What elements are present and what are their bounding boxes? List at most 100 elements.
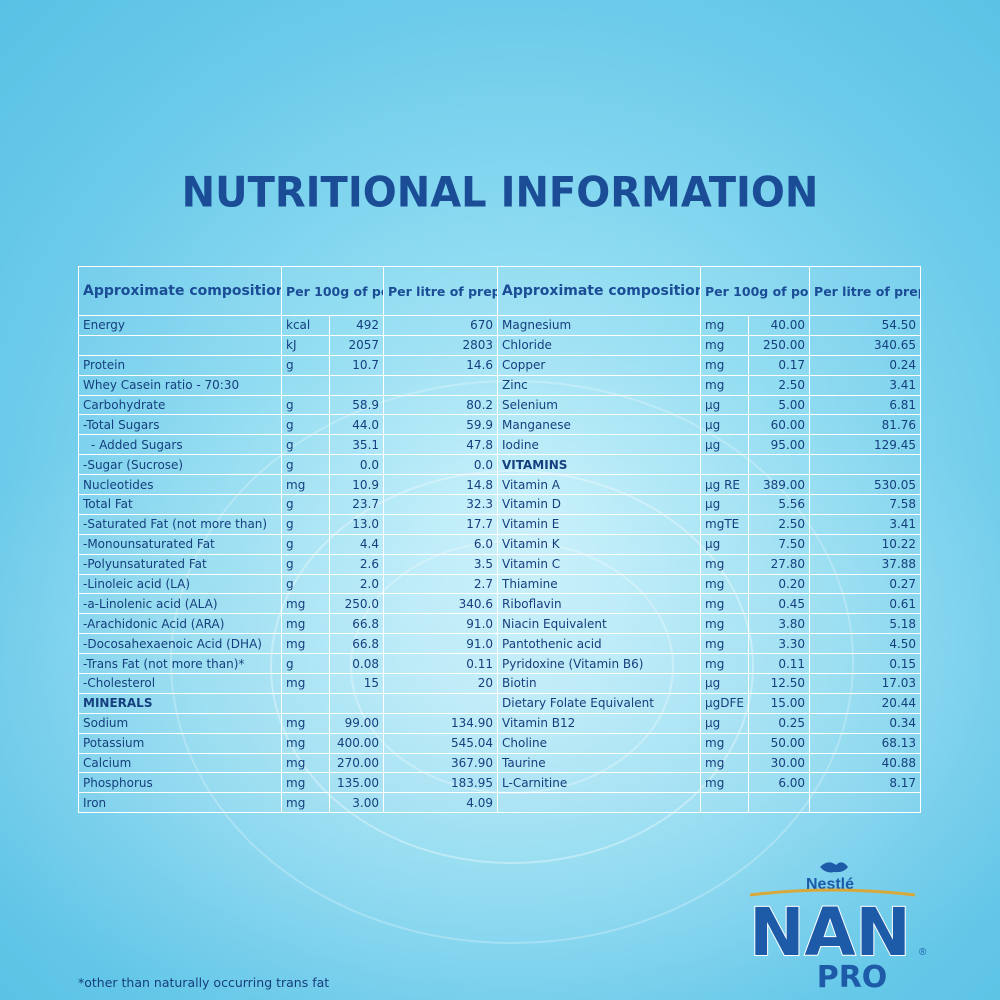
- table-row: Sodium mg 99.00 134.90 Vitamin B12 µg 0.25 0.34: [78, 712, 922, 734]
- left-perlitre-value: 59.9: [383, 414, 499, 436]
- left-per100g-value: 10.9: [328, 474, 385, 496]
- left-perlitre-value: 3.5: [383, 553, 499, 575]
- right-perlitre-value: 5.18: [809, 613, 922, 635]
- left-nutrient-name: - Added Sugars: [78, 434, 282, 456]
- right-per100g-value: 40.00: [748, 315, 811, 336]
- table-row: Protein g 10.7 14.6 Copper mg 0.17 0.24: [78, 354, 922, 376]
- table-row: -Arachidonic Acid (ARA) mg 66.8 91.0 Niacin …: [78, 613, 922, 635]
- left-per100g-value: 400.00: [328, 732, 385, 754]
- table-row: -a-Linolenic acid (ALA) mg 250.0 340.6 Ribof…: [78, 593, 922, 615]
- left-perlitre-value: 2803: [383, 334, 499, 356]
- right-nutrient-name: Thiamine: [497, 573, 702, 595]
- header-left-perlitre: Per litre of prepared formula: [383, 266, 499, 316]
- right-nutrient-name: Riboflavin: [497, 593, 702, 615]
- table-row: - Added Sugars g 35.1 47.8 Iodine µg 95.00 129.…: [78, 434, 922, 456]
- right-per100g-value: 2.50: [748, 374, 811, 396]
- table-row: -Docosahexaenoic Acid (DHA) mg 66.8 91.0 Pan…: [78, 633, 922, 655]
- left-unit: mg: [281, 474, 330, 496]
- right-unit: mg: [700, 613, 750, 635]
- right-perlitre-value: 68.13: [809, 732, 922, 754]
- table-row: -Total Sugars g 44.0 59.9 Manganese µg 60.00 81…: [78, 414, 922, 436]
- right-unit: µg: [700, 673, 750, 694]
- pro-text: PRO: [817, 960, 888, 995]
- left-unit: mg: [281, 712, 330, 734]
- right-nutrient-name: Chloride: [497, 334, 702, 356]
- right-unit: mg: [700, 653, 750, 675]
- right-per100g-value: 2.50: [748, 513, 811, 535]
- right-per100g-value: 389.00: [748, 474, 811, 496]
- right-per100g-value: 27.80: [748, 553, 811, 575]
- left-nutrient-name: -Saturated Fat (not more than): [78, 513, 282, 535]
- left-nutrient-name: -Polyunsaturated Fat: [78, 553, 282, 575]
- right-unit: mg: [700, 573, 750, 595]
- left-unit: g: [281, 494, 330, 515]
- table-row: MINERALS Dietary Folate Equivalent µgDFE 15…: [78, 692, 922, 714]
- table-row: -Saturated Fat (not more than) g 13.0 17.7 V…: [78, 513, 922, 535]
- table-row: kJ 2057 2803 Chloride mg 250.00 340.65: [78, 334, 922, 356]
- right-perlitre-value: 530.05: [809, 474, 922, 496]
- table-row: -Linoleic acid (LA) g 2.0 2.7 Thiamine mg 0.20…: [78, 573, 922, 595]
- right-nutrient-name: Vitamin A: [497, 474, 702, 496]
- right-unit: mg: [700, 553, 750, 575]
- right-nutrient-name: L-Carnitine: [497, 772, 702, 794]
- right-nutrient-name: Vitamin K: [497, 533, 702, 555]
- left-unit: g: [281, 653, 330, 675]
- left-nutrient-name: -Total Sugars: [78, 414, 282, 436]
- right-perlitre-value: 0.34: [809, 712, 922, 734]
- left-nutrient-name: Sodium: [78, 712, 282, 734]
- left-nutrient-name: [78, 334, 282, 356]
- right-perlitre-value: 6.81: [809, 394, 922, 416]
- header-left-per100g: Per 100g of powder: [280, 266, 385, 316]
- right-per100g-value: 5.56: [748, 494, 811, 515]
- left-perlitre-value: 91.0: [383, 633, 499, 655]
- logo-gold-arc: [749, 888, 916, 897]
- right-unit: mg: [700, 752, 750, 774]
- right-unit: µg: [700, 434, 750, 456]
- left-nutrient-name: -Arachidonic Acid (ARA): [78, 613, 282, 635]
- left-nutrient-name: -Sugar (Sucrose): [78, 454, 282, 476]
- left-perlitre-value: 91.0: [383, 613, 499, 635]
- right-perlitre-value: 3.41: [809, 513, 922, 535]
- right-nutrient-name: Selenium: [497, 394, 702, 416]
- right-per100g-value: 60.00: [748, 414, 811, 436]
- left-per100g-value: 44.0: [328, 414, 385, 436]
- nan-pro-logo: Nestlé NAN ® PRO: [748, 862, 927, 995]
- right-unit: µg: [700, 494, 750, 515]
- left-per100g-value: 15: [328, 673, 385, 694]
- right-per100g-value: 15.00: [748, 692, 811, 714]
- left-nutrient-name: -Trans Fat (not more than)*: [78, 653, 282, 675]
- right-per100g-value: 250.00: [748, 334, 811, 356]
- right-perlitre-value: 40.88: [809, 752, 922, 774]
- left-nutrient-name: Whey Casein ratio - 70:30: [78, 374, 282, 396]
- right-perlitre-value: 4.50: [809, 633, 922, 655]
- left-unit: mg: [281, 633, 330, 655]
- right-perlitre-value: 37.88: [809, 553, 922, 575]
- right-unit: µg: [700, 414, 750, 436]
- left-per100g-value: 66.8: [328, 633, 385, 655]
- right-perlitre-value: 20.44: [809, 692, 922, 714]
- left-unit: g: [281, 354, 330, 376]
- right-nutrient-name: Taurine: [497, 752, 702, 774]
- right-unit: µg: [700, 533, 750, 555]
- right-nutrient-name: Zinc: [497, 374, 702, 396]
- right-per100g-value: 3.80: [748, 613, 811, 635]
- right-unit: mgTE: [700, 513, 750, 535]
- left-unit: g: [281, 513, 330, 535]
- right-unit: mg: [700, 732, 750, 754]
- table-row: -Sugar (Sucrose) g 0.0 0.0 VITAMINS: [78, 454, 922, 476]
- left-per100g-value: 4.4: [328, 533, 385, 555]
- right-per100g-value: [748, 454, 811, 476]
- right-nutrient-name: Pantothenic acid: [497, 633, 702, 655]
- footnote: *other than naturally occurring trans fa…: [78, 975, 330, 990]
- trademark-symbol: ®: [919, 947, 927, 958]
- nan-product-text: NAN: [749, 894, 911, 971]
- left-perlitre-value: 183.95: [383, 772, 499, 794]
- left-perlitre-value: 0.11: [383, 653, 499, 675]
- right-nutrient-name: Iodine: [497, 434, 702, 456]
- header-right-per100g: Per 100g of powder: [700, 266, 811, 316]
- right-per100g-value: 6.00: [748, 772, 811, 794]
- right-per100g-value: 0.25: [748, 712, 811, 734]
- left-perlitre-value: 14.8: [383, 474, 499, 496]
- right-unit: µg: [700, 712, 750, 734]
- right-nutrient-name: Vitamin B12: [497, 712, 702, 734]
